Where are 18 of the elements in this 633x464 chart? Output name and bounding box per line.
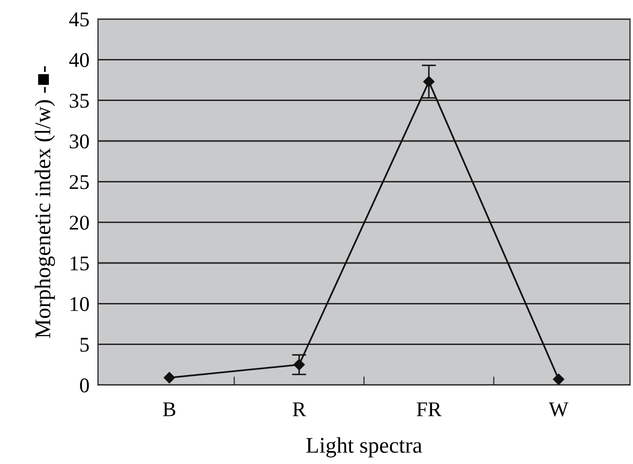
y-tick-label: 30	[70, 134, 89, 148]
y-tick-label: 35	[70, 94, 89, 108]
y-axis-title: Morphogenetic index (l/w) -■-	[34, 66, 55, 338]
y-tick-label: 10	[70, 297, 89, 312]
y-tick-label: 40	[69, 53, 89, 68]
y-tick-label: 0	[80, 378, 89, 392]
y-tick-label: 25	[70, 175, 89, 190]
x-tick-label: R	[292, 402, 306, 416]
x-axis-title: Light spectra	[306, 437, 422, 458]
point	[553, 374, 564, 385]
x-tick-label: FR	[416, 402, 442, 416]
y-tick-label: 45	[69, 12, 89, 26]
x-tick-label: W	[548, 402, 568, 416]
y-tick-label: 5	[80, 338, 89, 352]
x-tick-label: B	[163, 402, 176, 416]
point	[164, 372, 175, 384]
y-tick-label: 20	[70, 216, 89, 230]
y-tick-label: 15	[70, 256, 89, 270]
